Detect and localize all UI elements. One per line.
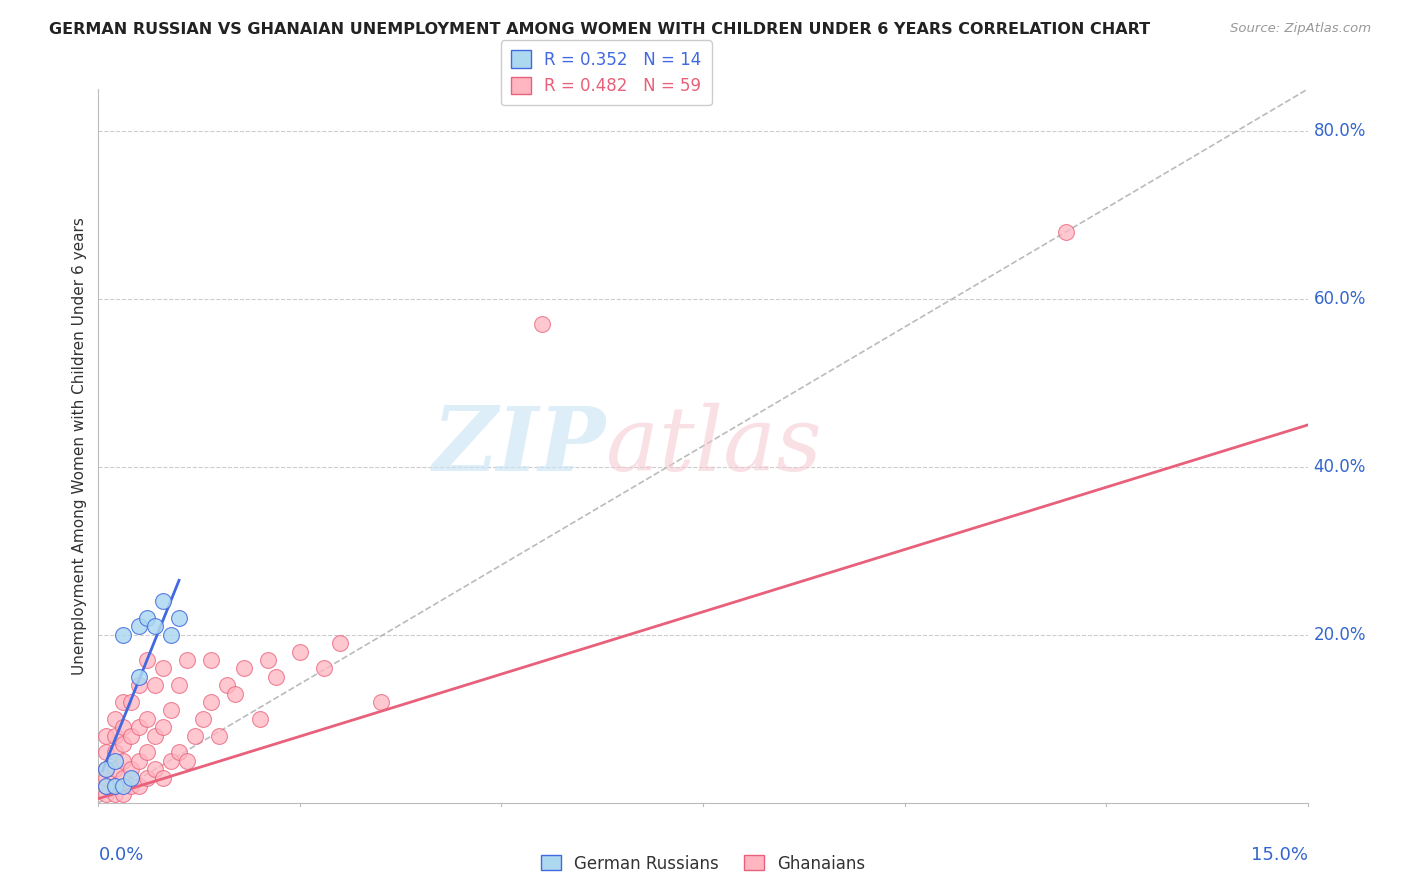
Point bbox=[128, 619, 150, 633]
Point bbox=[103, 729, 125, 743]
Text: 60.0%: 60.0% bbox=[1313, 290, 1367, 308]
Point bbox=[143, 729, 166, 743]
Point bbox=[111, 771, 134, 785]
Point bbox=[329, 636, 352, 650]
Point bbox=[193, 712, 215, 726]
Point bbox=[249, 712, 271, 726]
Point bbox=[103, 746, 125, 760]
Point bbox=[160, 754, 183, 768]
Point bbox=[96, 771, 118, 785]
Point bbox=[111, 754, 134, 768]
Point bbox=[135, 653, 157, 667]
Point bbox=[176, 754, 198, 768]
Point bbox=[128, 754, 150, 768]
Point bbox=[103, 788, 125, 802]
Point bbox=[143, 762, 166, 776]
Point bbox=[288, 645, 311, 659]
Point bbox=[96, 779, 118, 793]
Point bbox=[370, 695, 392, 709]
Point bbox=[232, 661, 254, 675]
Point bbox=[135, 746, 157, 760]
Point bbox=[128, 678, 150, 692]
Text: atlas: atlas bbox=[606, 402, 823, 490]
Point bbox=[111, 628, 134, 642]
Text: Source: ZipAtlas.com: Source: ZipAtlas.com bbox=[1230, 22, 1371, 36]
Point bbox=[160, 628, 183, 642]
Point bbox=[152, 720, 174, 734]
Point bbox=[167, 746, 190, 760]
Point bbox=[530, 318, 553, 332]
Point bbox=[111, 737, 134, 751]
Point bbox=[120, 729, 142, 743]
Text: 80.0%: 80.0% bbox=[1313, 122, 1367, 140]
Legend: German Russians, Ghanaians: German Russians, Ghanaians bbox=[534, 848, 872, 880]
Point bbox=[120, 779, 142, 793]
Point bbox=[143, 619, 166, 633]
Point bbox=[96, 729, 118, 743]
Point bbox=[135, 771, 157, 785]
Point bbox=[103, 712, 125, 726]
Point bbox=[208, 729, 231, 743]
Point bbox=[184, 729, 207, 743]
Point bbox=[135, 712, 157, 726]
Point bbox=[128, 779, 150, 793]
Point bbox=[152, 771, 174, 785]
Point bbox=[96, 779, 118, 793]
Point bbox=[152, 661, 174, 675]
Point bbox=[96, 762, 118, 776]
Point bbox=[152, 594, 174, 608]
Point bbox=[120, 762, 142, 776]
Point bbox=[128, 720, 150, 734]
Point bbox=[167, 611, 190, 625]
Point bbox=[160, 703, 183, 717]
Point bbox=[217, 678, 239, 692]
Point bbox=[224, 687, 246, 701]
Point bbox=[314, 661, 336, 675]
Point bbox=[176, 653, 198, 667]
Point bbox=[96, 788, 118, 802]
Point bbox=[143, 678, 166, 692]
Text: 20.0%: 20.0% bbox=[1313, 626, 1367, 644]
Point bbox=[103, 754, 125, 768]
Point bbox=[167, 678, 190, 692]
Legend: R = 0.352   N = 14, R = 0.482   N = 59: R = 0.352 N = 14, R = 0.482 N = 59 bbox=[501, 40, 711, 105]
Point bbox=[103, 779, 125, 793]
Point bbox=[111, 788, 134, 802]
Text: 15.0%: 15.0% bbox=[1250, 846, 1308, 863]
Point bbox=[135, 611, 157, 625]
Text: 0.0%: 0.0% bbox=[98, 846, 143, 863]
Point bbox=[128, 670, 150, 684]
Point bbox=[103, 762, 125, 776]
Point bbox=[120, 771, 142, 785]
Point bbox=[103, 779, 125, 793]
Point bbox=[96, 746, 118, 760]
Text: GERMAN RUSSIAN VS GHANAIAN UNEMPLOYMENT AMONG WOMEN WITH CHILDREN UNDER 6 YEARS : GERMAN RUSSIAN VS GHANAIAN UNEMPLOYMENT … bbox=[49, 22, 1150, 37]
Text: ZIP: ZIP bbox=[433, 403, 606, 489]
Point bbox=[111, 695, 134, 709]
Point bbox=[200, 653, 222, 667]
Y-axis label: Unemployment Among Women with Children Under 6 years: Unemployment Among Women with Children U… bbox=[72, 217, 87, 675]
Point bbox=[111, 720, 134, 734]
Text: 40.0%: 40.0% bbox=[1313, 458, 1367, 476]
Point bbox=[264, 670, 287, 684]
Point bbox=[96, 762, 118, 776]
Point bbox=[1054, 225, 1077, 239]
Point bbox=[256, 653, 278, 667]
Point bbox=[111, 779, 134, 793]
Point bbox=[200, 695, 222, 709]
Point bbox=[120, 695, 142, 709]
